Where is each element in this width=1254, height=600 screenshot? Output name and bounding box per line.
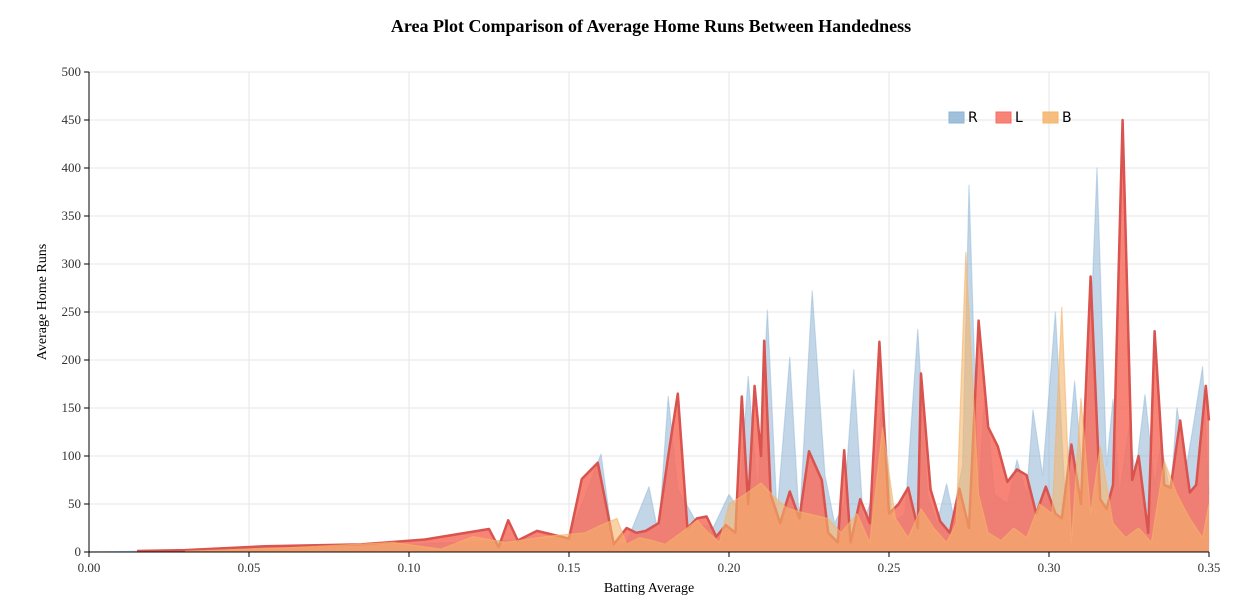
legend-swatch-L xyxy=(995,111,1012,124)
x-tick-label: 0.10 xyxy=(398,560,421,575)
x-tick-label: 0.20 xyxy=(718,560,741,575)
x-axis-label: Batting Average xyxy=(604,581,694,596)
legend-label-R: R xyxy=(968,110,978,126)
y-tick-label: 450 xyxy=(62,112,82,127)
area-series-B xyxy=(185,252,1209,553)
y-tick-label: 300 xyxy=(62,256,82,271)
y-tick-label: 0 xyxy=(75,544,82,559)
y-tick-label: 50 xyxy=(68,496,81,511)
y-tick-label: 350 xyxy=(62,208,82,223)
y-tick-label: 150 xyxy=(62,400,82,415)
x-tick-label: 0.15 xyxy=(558,560,581,575)
x-tick-label: 0.00 xyxy=(78,560,101,575)
y-axis-label: Average Home Runs xyxy=(35,244,50,360)
legend-item-B: B xyxy=(1042,110,1072,126)
legend-swatch-B xyxy=(1042,111,1059,124)
x-tick-label: 0.05 xyxy=(238,560,261,575)
x-tick-label: 0.35 xyxy=(1198,560,1221,575)
legend-swatch-R xyxy=(948,111,965,124)
legend-item-L: L xyxy=(995,110,1023,126)
legend-label-B: B xyxy=(1062,110,1072,126)
plot-areas xyxy=(88,118,1211,553)
x-tick-label: 0.30 xyxy=(1038,560,1061,575)
y-tick-label: 400 xyxy=(62,160,82,175)
chart-title: Area Plot Comparison of Average Home Run… xyxy=(391,16,911,36)
line-series-B xyxy=(184,251,1210,552)
y-tick-label: 100 xyxy=(62,448,82,463)
axes: 0 50 100 150 200 250 300 350 400 450 500 0.00 0.05 0.… xyxy=(62,64,1221,575)
y-tick-label: 250 xyxy=(62,304,82,319)
legend-item-R: R xyxy=(948,110,978,126)
legend-label-L: L xyxy=(1015,110,1023,126)
y-tick-label: 500 xyxy=(62,64,82,79)
y-tick-label: 200 xyxy=(62,352,82,367)
x-tick-label: 0.25 xyxy=(878,560,901,575)
